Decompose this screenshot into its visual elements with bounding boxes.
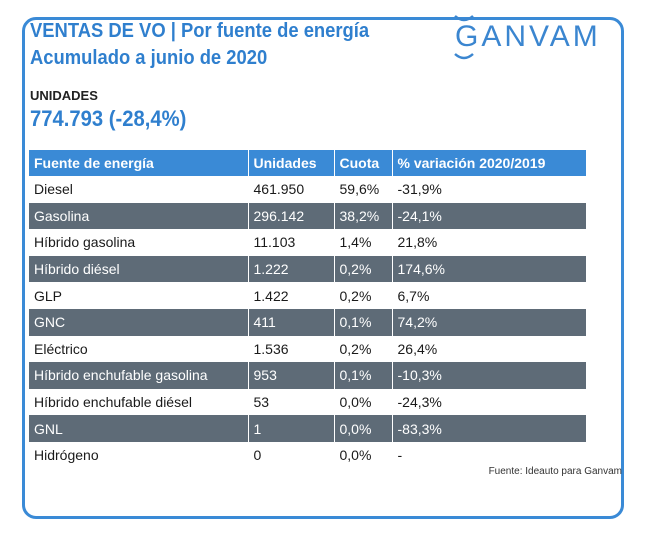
logo-top-arc-icon: [454, 15, 474, 22]
cell-share: 0,1%: [334, 362, 393, 389]
column-header-share: Cuota: [334, 150, 393, 176]
units-label: UNIDADES: [30, 88, 98, 103]
table-row: GLP 1.422 0,2% 6,7%: [29, 282, 586, 309]
cell-variation: -24,1%: [392, 202, 586, 230]
page-subtitle: Acumulado a junio de 2020: [30, 47, 268, 69]
cell-units: 1: [248, 415, 335, 442]
units-total-value: 774.793 (-28,4%): [30, 106, 187, 131]
cell-variation: 6,7%: [397, 287, 430, 304]
source-note: Fuente: Ideauto para Ganvam: [488, 466, 622, 477]
table-row: Gasolina 296.142 38,2% -24,1%: [29, 202, 586, 230]
cell-fuel: GNL: [29, 415, 249, 442]
cell-variation: -10,3%: [392, 362, 586, 389]
cell-share: 38,2%: [334, 202, 393, 230]
cell-units: 0: [248, 441, 335, 469]
cell-units: 1.422: [248, 282, 335, 309]
cell-share: 1,4%: [334, 229, 393, 256]
cell-units: 296.142: [248, 202, 335, 230]
cell-share: 0,0%: [334, 388, 393, 416]
cell-fuel: GNC: [29, 308, 249, 336]
cell-share: 0,0%: [334, 415, 393, 442]
cell-share: 0,2%: [334, 282, 393, 309]
page-title: VENTAS DE VO | Por fuente de energía: [30, 20, 370, 42]
cell-units: 1.536: [248, 335, 335, 363]
table-header-row: Fuente de energía Unidades Cuota % varia…: [29, 150, 586, 176]
table-row: Hidrógeno 0 0,0% -: [29, 441, 586, 469]
cell-fuel: Híbrido enchufable diésel: [29, 388, 249, 416]
cell-units: 11.103: [248, 229, 335, 256]
cell-fuel: Hidrógeno: [29, 441, 249, 469]
cell-share: 0,0%: [334, 441, 393, 469]
table-row: Híbrido enchufable gasolina 953 0,1% -10…: [29, 362, 586, 389]
logo-bottom-arc-icon: [454, 53, 474, 60]
table-row: Híbrido enchufable diésel 53 0,0% -24,3%: [29, 388, 586, 416]
cell-fuel: Diesel: [29, 176, 249, 203]
table-row: Híbrido gasolina 11.103 1,4% 21,8%: [29, 229, 586, 256]
cell-fuel: Gasolina: [29, 202, 249, 230]
cell-fuel: Híbrido gasolina: [29, 229, 249, 256]
cell-units: 461.950: [248, 176, 335, 203]
cell-variation: 174,6%: [392, 255, 586, 283]
table-row: Diesel 461.950 59,6% -31,9%: [29, 176, 586, 203]
cell-variation: -24,3%: [397, 394, 442, 411]
cell-variation: 26,4%: [397, 340, 438, 357]
cell-variation: -83,3%: [392, 415, 586, 442]
cell-units: 53: [248, 388, 335, 416]
cell-fuel: GLP: [29, 282, 249, 309]
cell-share: 59,6%: [334, 176, 393, 203]
table-row: GNL 1 0,0% -83,3%: [29, 415, 586, 442]
cell-fuel: Híbrido diésel: [29, 255, 249, 283]
cell-variation: -: [397, 447, 403, 464]
cell-units: 411: [248, 308, 335, 336]
column-header-variation: % variación 2020/2019: [392, 150, 586, 176]
table-row: Eléctrico 1.536 0,2% 26,4%: [29, 335, 586, 363]
column-header-units: Unidades: [248, 150, 335, 176]
table-row: Híbrido diésel 1.222 0,2% 174,6%: [29, 255, 586, 283]
cell-units: 953: [248, 362, 335, 389]
cell-units: 1.222: [248, 255, 335, 283]
cell-fuel: Híbrido enchufable gasolina: [29, 362, 249, 389]
cell-variation: 74,2%: [392, 308, 586, 336]
cell-share: 0,1%: [334, 308, 393, 336]
cell-variation: -31,9%: [397, 181, 442, 198]
column-header-fuel: Fuente de energía: [29, 150, 249, 176]
cell-share: 0,2%: [334, 335, 393, 363]
brand-logo: GANVAM: [455, 20, 601, 53]
energy-sales-table: Fuente de energía Unidades Cuota % varia…: [29, 150, 586, 469]
cell-variation: 21,8%: [397, 234, 438, 251]
cell-fuel: Eléctrico: [29, 335, 249, 363]
table-row: GNC 411 0,1% 74,2%: [29, 308, 586, 336]
cell-share: 0,2%: [334, 255, 393, 283]
